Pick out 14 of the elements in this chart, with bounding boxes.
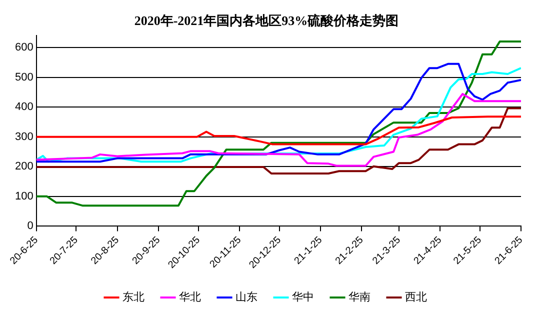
legend-label: 西北: [405, 290, 427, 304]
y-tick-label: 0: [27, 220, 34, 232]
y-tick-label: 100: [14, 190, 34, 202]
y-tick-label: 500: [14, 71, 34, 84]
y-tick-label: 600: [14, 42, 34, 54]
legend-label: 华北: [179, 290, 201, 304]
legend-label: 华南: [348, 290, 370, 304]
legend-label: 华中: [292, 290, 314, 304]
y-tick-label: 400: [14, 101, 34, 114]
legend-label: 山东: [236, 290, 258, 304]
y-tick-label: 200: [14, 160, 34, 173]
legend-label: 东北: [122, 290, 144, 304]
chart-title: 2020年-2021年国内各地区93%硫酸价格走势图: [134, 13, 399, 28]
y-tick-label: 300: [14, 130, 34, 143]
